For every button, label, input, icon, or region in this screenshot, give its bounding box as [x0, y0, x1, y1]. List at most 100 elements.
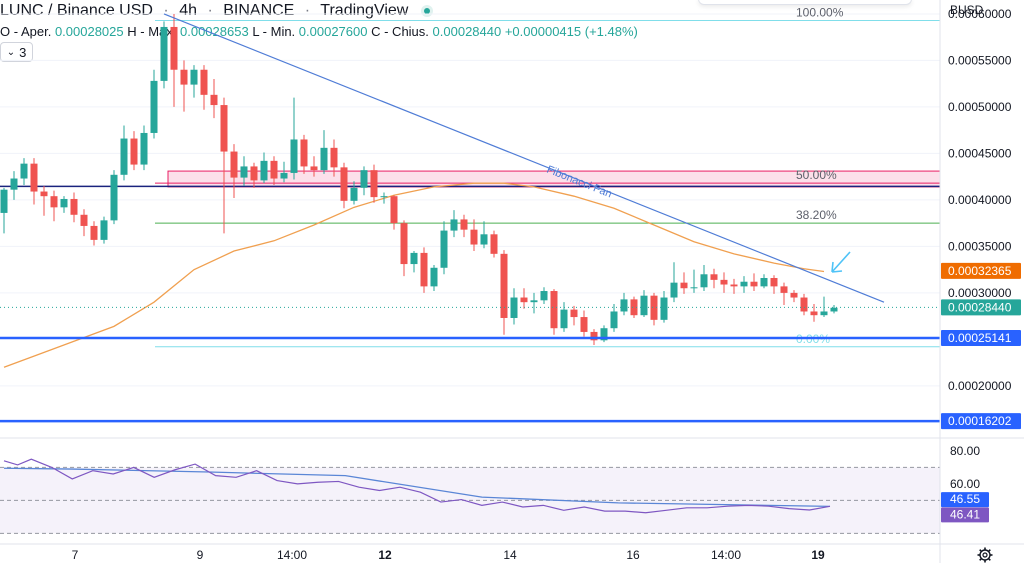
- exchange-label: BINANCE: [223, 2, 295, 19]
- candle: [780, 282, 788, 305]
- interval-label[interactable]: 4h: [179, 2, 197, 19]
- fib-retracement-layer: 100.00%50.00%38.20%0.00%: [155, 5, 940, 348]
- price-tick-label: 0.00060000: [948, 7, 1012, 21]
- candle: [150, 69, 158, 139]
- candle: [670, 262, 678, 303]
- candle-body: [40, 191, 48, 197]
- candle-body: [770, 278, 778, 287]
- candle: [300, 134, 308, 174]
- chart-header: LUNC / Binance USD · 4h · BINANCE · Trad…: [0, 2, 433, 20]
- candle-body: [420, 252, 428, 287]
- candle: [800, 293, 808, 316]
- candle-body: [590, 331, 598, 341]
- candle: [50, 190, 58, 222]
- annotation-arrow-icon: [831, 251, 851, 273]
- candle: [410, 251, 418, 273]
- rsi-value-tag-bg: [941, 492, 989, 508]
- candle: [700, 264, 708, 292]
- candle-body: [110, 174, 118, 221]
- time-tick-label: 14:00: [711, 548, 741, 562]
- candle-body: [90, 225, 98, 240]
- candle-body: [700, 274, 708, 288]
- candle-body: [260, 160, 268, 181]
- candle: [130, 131, 138, 171]
- candle-body: [610, 311, 618, 329]
- candle-body: [250, 166, 258, 181]
- candle: [710, 268, 718, 289]
- time-tick-label: 7: [72, 548, 79, 562]
- candle-body: [620, 299, 628, 312]
- candle: [400, 220, 408, 277]
- candle: [40, 185, 48, 216]
- candle-body: [730, 284, 738, 287]
- time-tick-label: 19: [811, 548, 825, 562]
- moving-average-layer: [3, 182, 825, 368]
- last-price-tag: 0.00028440: [948, 300, 1012, 314]
- candle-body: [800, 297, 808, 312]
- candle: [500, 250, 508, 335]
- fibonacci-fan-layer: Fibonacci Fan: [163, 13, 885, 303]
- candle: [540, 287, 548, 305]
- time-tick-label: 14:00: [277, 548, 307, 562]
- candle: [20, 158, 28, 186]
- candle-body: [440, 230, 448, 268]
- candle-body: [130, 138, 138, 165]
- candle: [630, 296, 638, 318]
- candle-body: [100, 220, 108, 240]
- gear-hub: [982, 552, 988, 558]
- candle-body: [580, 317, 588, 332]
- candle-body: [10, 178, 18, 190]
- symbol-name[interactable]: LUNC / Binance USD: [0, 2, 153, 19]
- candle: [690, 269, 698, 293]
- candle-body: [310, 166, 318, 171]
- currency-label: BUSD: [950, 3, 984, 17]
- candle-body: [460, 219, 468, 230]
- last-price-tag-bg: [941, 299, 1021, 316]
- candle-body: [360, 170, 368, 188]
- candle-body: [150, 80, 158, 133]
- candle: [360, 166, 368, 196]
- candle: [30, 158, 38, 205]
- indicator-count: 3: [19, 44, 27, 60]
- gear-tooth: [979, 549, 983, 553]
- candle-body: [390, 196, 398, 224]
- candle: [140, 125, 148, 171]
- candle: [650, 292, 658, 326]
- candle: [240, 156, 248, 186]
- gear-tooth: [979, 557, 983, 561]
- candle: [530, 292, 538, 314]
- candle-body: [530, 300, 538, 303]
- rsi-ma-line: [3, 467, 831, 507]
- candle-body: [710, 274, 718, 280]
- candle: [350, 181, 358, 205]
- candle: [0, 187, 8, 234]
- candle: [460, 214, 468, 238]
- candle-body: [20, 163, 28, 179]
- rsi-pane: [0, 437, 1024, 534]
- candle: [470, 219, 478, 252]
- candle-body: [140, 132, 148, 165]
- close-label: C - Chius.: [371, 24, 429, 39]
- candle-body: [190, 69, 198, 85]
- candle: [570, 305, 578, 326]
- candle: [380, 192, 388, 204]
- candle: [120, 125, 128, 181]
- settings-gear-icon[interactable]: [977, 547, 993, 563]
- candle: [750, 273, 758, 292]
- price-grid: [0, 13, 940, 387]
- candle-body: [510, 297, 518, 318]
- indicators-toggle-button[interactable]: ⌄ 3: [0, 42, 33, 62]
- time-axis[interactable]: 7 9 14:00 12 14 16 14:00 19: [0, 543, 1024, 563]
- candle: [620, 292, 628, 316]
- candle-body: [350, 187, 358, 201]
- candle-body: [170, 26, 178, 70]
- candle: [720, 272, 728, 293]
- open-label: O - Aper.: [0, 24, 52, 39]
- candle: [160, 21, 168, 89]
- support-high-tag: 0.00025141: [948, 331, 1012, 345]
- candle-body: [740, 281, 748, 287]
- support-levels-layer: [0, 336, 940, 423]
- candle: [10, 171, 18, 200]
